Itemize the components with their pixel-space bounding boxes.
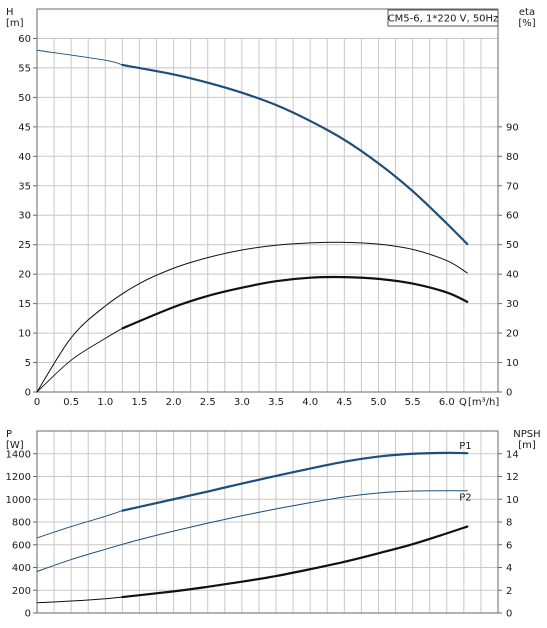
y-left-tick-label: 800	[12, 518, 31, 529]
y-right-tick-label: 0	[506, 388, 512, 399]
x-tick-label: 5.0	[371, 397, 387, 408]
y-left-tick-label: 200	[12, 586, 31, 597]
y-left-tick-label: 60	[18, 34, 31, 45]
head-efficiency-panel: 0 5 10 15 20 25 30 35 40 45 50 55 60 0 10 20 30 40 50 60 70 8…	[6, 7, 536, 408]
y-left-axis-label: P	[6, 429, 12, 440]
series-line	[36, 327, 123, 393]
y-left-tick-label: 600	[12, 540, 31, 551]
chart-title: CM5-6, 1*220 V, 50Hz	[388, 14, 499, 25]
y-right-tick-label: 0	[506, 609, 512, 620]
y-left-tick-label: 0	[25, 388, 31, 399]
x-tick-label: 2.5	[200, 397, 216, 408]
y-right-tick-label: 10	[506, 358, 519, 369]
y-left-tick-label: 50	[18, 93, 31, 104]
series-line	[36, 510, 123, 539]
series-line	[36, 49, 123, 66]
series-line	[36, 490, 468, 572]
series-label: P1	[459, 441, 471, 452]
x-tick-label: 1.0	[97, 397, 113, 408]
x-axis-label: Q	[459, 397, 467, 408]
y-left-tick-label: 25	[18, 240, 31, 251]
y-right-tick-label: 40	[506, 270, 519, 281]
series-line	[121, 451, 469, 512]
x-tick-label: 4.5	[336, 397, 352, 408]
series-line	[121, 525, 469, 599]
x-tick-label: 0.5	[63, 397, 79, 408]
y-right-tick-label: 6	[506, 540, 512, 551]
y-left-axis-label: [W]	[6, 440, 24, 451]
y-left-tick-label: 1400	[6, 449, 31, 460]
series-line	[36, 596, 123, 604]
y-right-tick-label: 20	[506, 329, 519, 340]
y-left-tick-label: 40	[18, 152, 31, 163]
power-npsh-panel: 0 200 400 600 800 1000 1200 1400 0 2 4 6 8 10 12 14 P[W]…	[6, 429, 541, 620]
y-right-tick-label: 12	[506, 472, 519, 483]
x-tick-label: 0	[34, 397, 40, 408]
y-right-tick-label: 80	[506, 152, 519, 163]
y-right-axis-label: [m]	[518, 440, 536, 451]
y-right-tick-label: 8	[506, 518, 512, 529]
x-tick-label: 6.0	[439, 397, 455, 408]
y-right-tick-label: 14	[506, 449, 519, 460]
y-left-tick-label: 30	[18, 211, 31, 222]
x-tick-label: 1.5	[131, 397, 147, 408]
y-left-axis-label: [m]	[6, 18, 24, 29]
y-left-tick-label: 45	[18, 122, 31, 133]
y-right-tick-label: 70	[506, 181, 519, 192]
plot-frame	[36, 8, 499, 393]
y-left-tick-label: 1000	[6, 495, 31, 506]
x-tick-label: 3.0	[234, 397, 250, 408]
x-tick-label: 2.0	[166, 397, 182, 408]
y-left-tick-label: 15	[18, 299, 31, 310]
x-tick-label: 4.0	[302, 397, 318, 408]
y-left-tick-label: 400	[12, 563, 31, 574]
y-right-tick-label: 2	[506, 586, 512, 597]
y-left-tick-label: 55	[18, 63, 31, 74]
y-left-tick-label: 35	[18, 181, 31, 192]
y-right-axis-label: eta	[519, 7, 535, 18]
y-right-tick-label: 30	[506, 299, 519, 310]
y-right-tick-label: 50	[506, 240, 519, 251]
y-right-axis-label: [%]	[518, 18, 535, 29]
y-left-axis-label: H	[6, 7, 14, 18]
y-right-tick-label: 60	[506, 211, 519, 222]
y-left-tick-label: 0	[25, 609, 31, 620]
y-right-tick-label: 10	[506, 495, 519, 506]
x-tick-label: 3.5	[268, 397, 284, 408]
y-right-axis-label: NPSH	[513, 429, 540, 440]
y-left-tick-label: 1200	[6, 472, 31, 483]
chart-title-box	[387, 9, 499, 27]
y-right-tick-label: 90	[506, 122, 519, 133]
y-left-tick-label: 10	[18, 329, 31, 340]
x-tick-label: 5.5	[405, 397, 421, 408]
series-line	[121, 275, 469, 330]
x-axis-unit: [m³/h]	[468, 397, 499, 408]
series-label: P2	[459, 493, 471, 504]
y-left-tick-label: 5	[25, 358, 31, 369]
y-right-tick-label: 4	[506, 563, 512, 574]
y-left-tick-label: 20	[18, 270, 31, 281]
series-line	[121, 63, 469, 246]
series-line	[36, 241, 468, 393]
